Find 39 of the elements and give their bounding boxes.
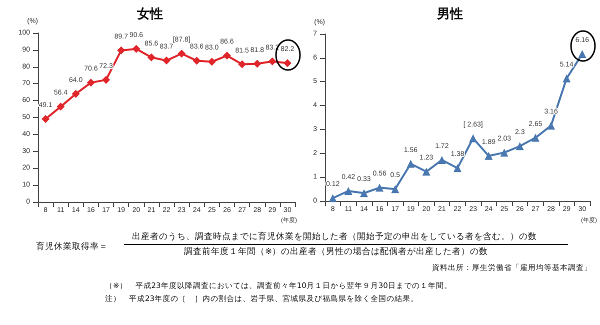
- point: [516, 142, 524, 150]
- point: [147, 53, 156, 62]
- point: [56, 102, 65, 111]
- point: [208, 58, 216, 66]
- point: [102, 76, 110, 84]
- point: [117, 46, 126, 54]
- point: [360, 189, 368, 198]
- point: [253, 60, 262, 68]
- point: [238, 60, 246, 68]
- point: [391, 185, 400, 194]
- point: [178, 50, 186, 58]
- point: [406, 160, 415, 168]
- point: [222, 52, 231, 60]
- text: 育児休業取得率＝: [36, 241, 108, 253]
- point: [344, 186, 352, 195]
- point: [283, 59, 292, 68]
- text: 調査前年度１年間（※）の出産者（男性の場合は配偶者が出産した者）の数: [184, 246, 488, 258]
- point: [86, 78, 95, 87]
- point: [328, 194, 337, 202]
- point: [547, 122, 556, 130]
- point: [268, 57, 276, 66]
- point: [162, 56, 170, 65]
- point: [422, 168, 430, 176]
- point: [42, 115, 50, 124]
- point: [454, 164, 462, 172]
- point: [192, 56, 201, 65]
- point: [438, 156, 446, 164]
- point: [72, 90, 80, 98]
- text: 出産者のうち、調査時点までに育児休業を開始した者（開始予定の申出をしている者を含む。）の数: [132, 231, 537, 243]
- point: [376, 184, 384, 192]
- point: [132, 44, 140, 53]
- point: [562, 74, 571, 82]
- point: [578, 50, 586, 58]
- point: [531, 134, 540, 142]
- point: [469, 134, 478, 142]
- chart-title: 男性: [436, 6, 463, 21]
- point: [500, 148, 508, 157]
- point: [484, 152, 493, 160]
- chart-title: 女性: [136, 6, 163, 21]
